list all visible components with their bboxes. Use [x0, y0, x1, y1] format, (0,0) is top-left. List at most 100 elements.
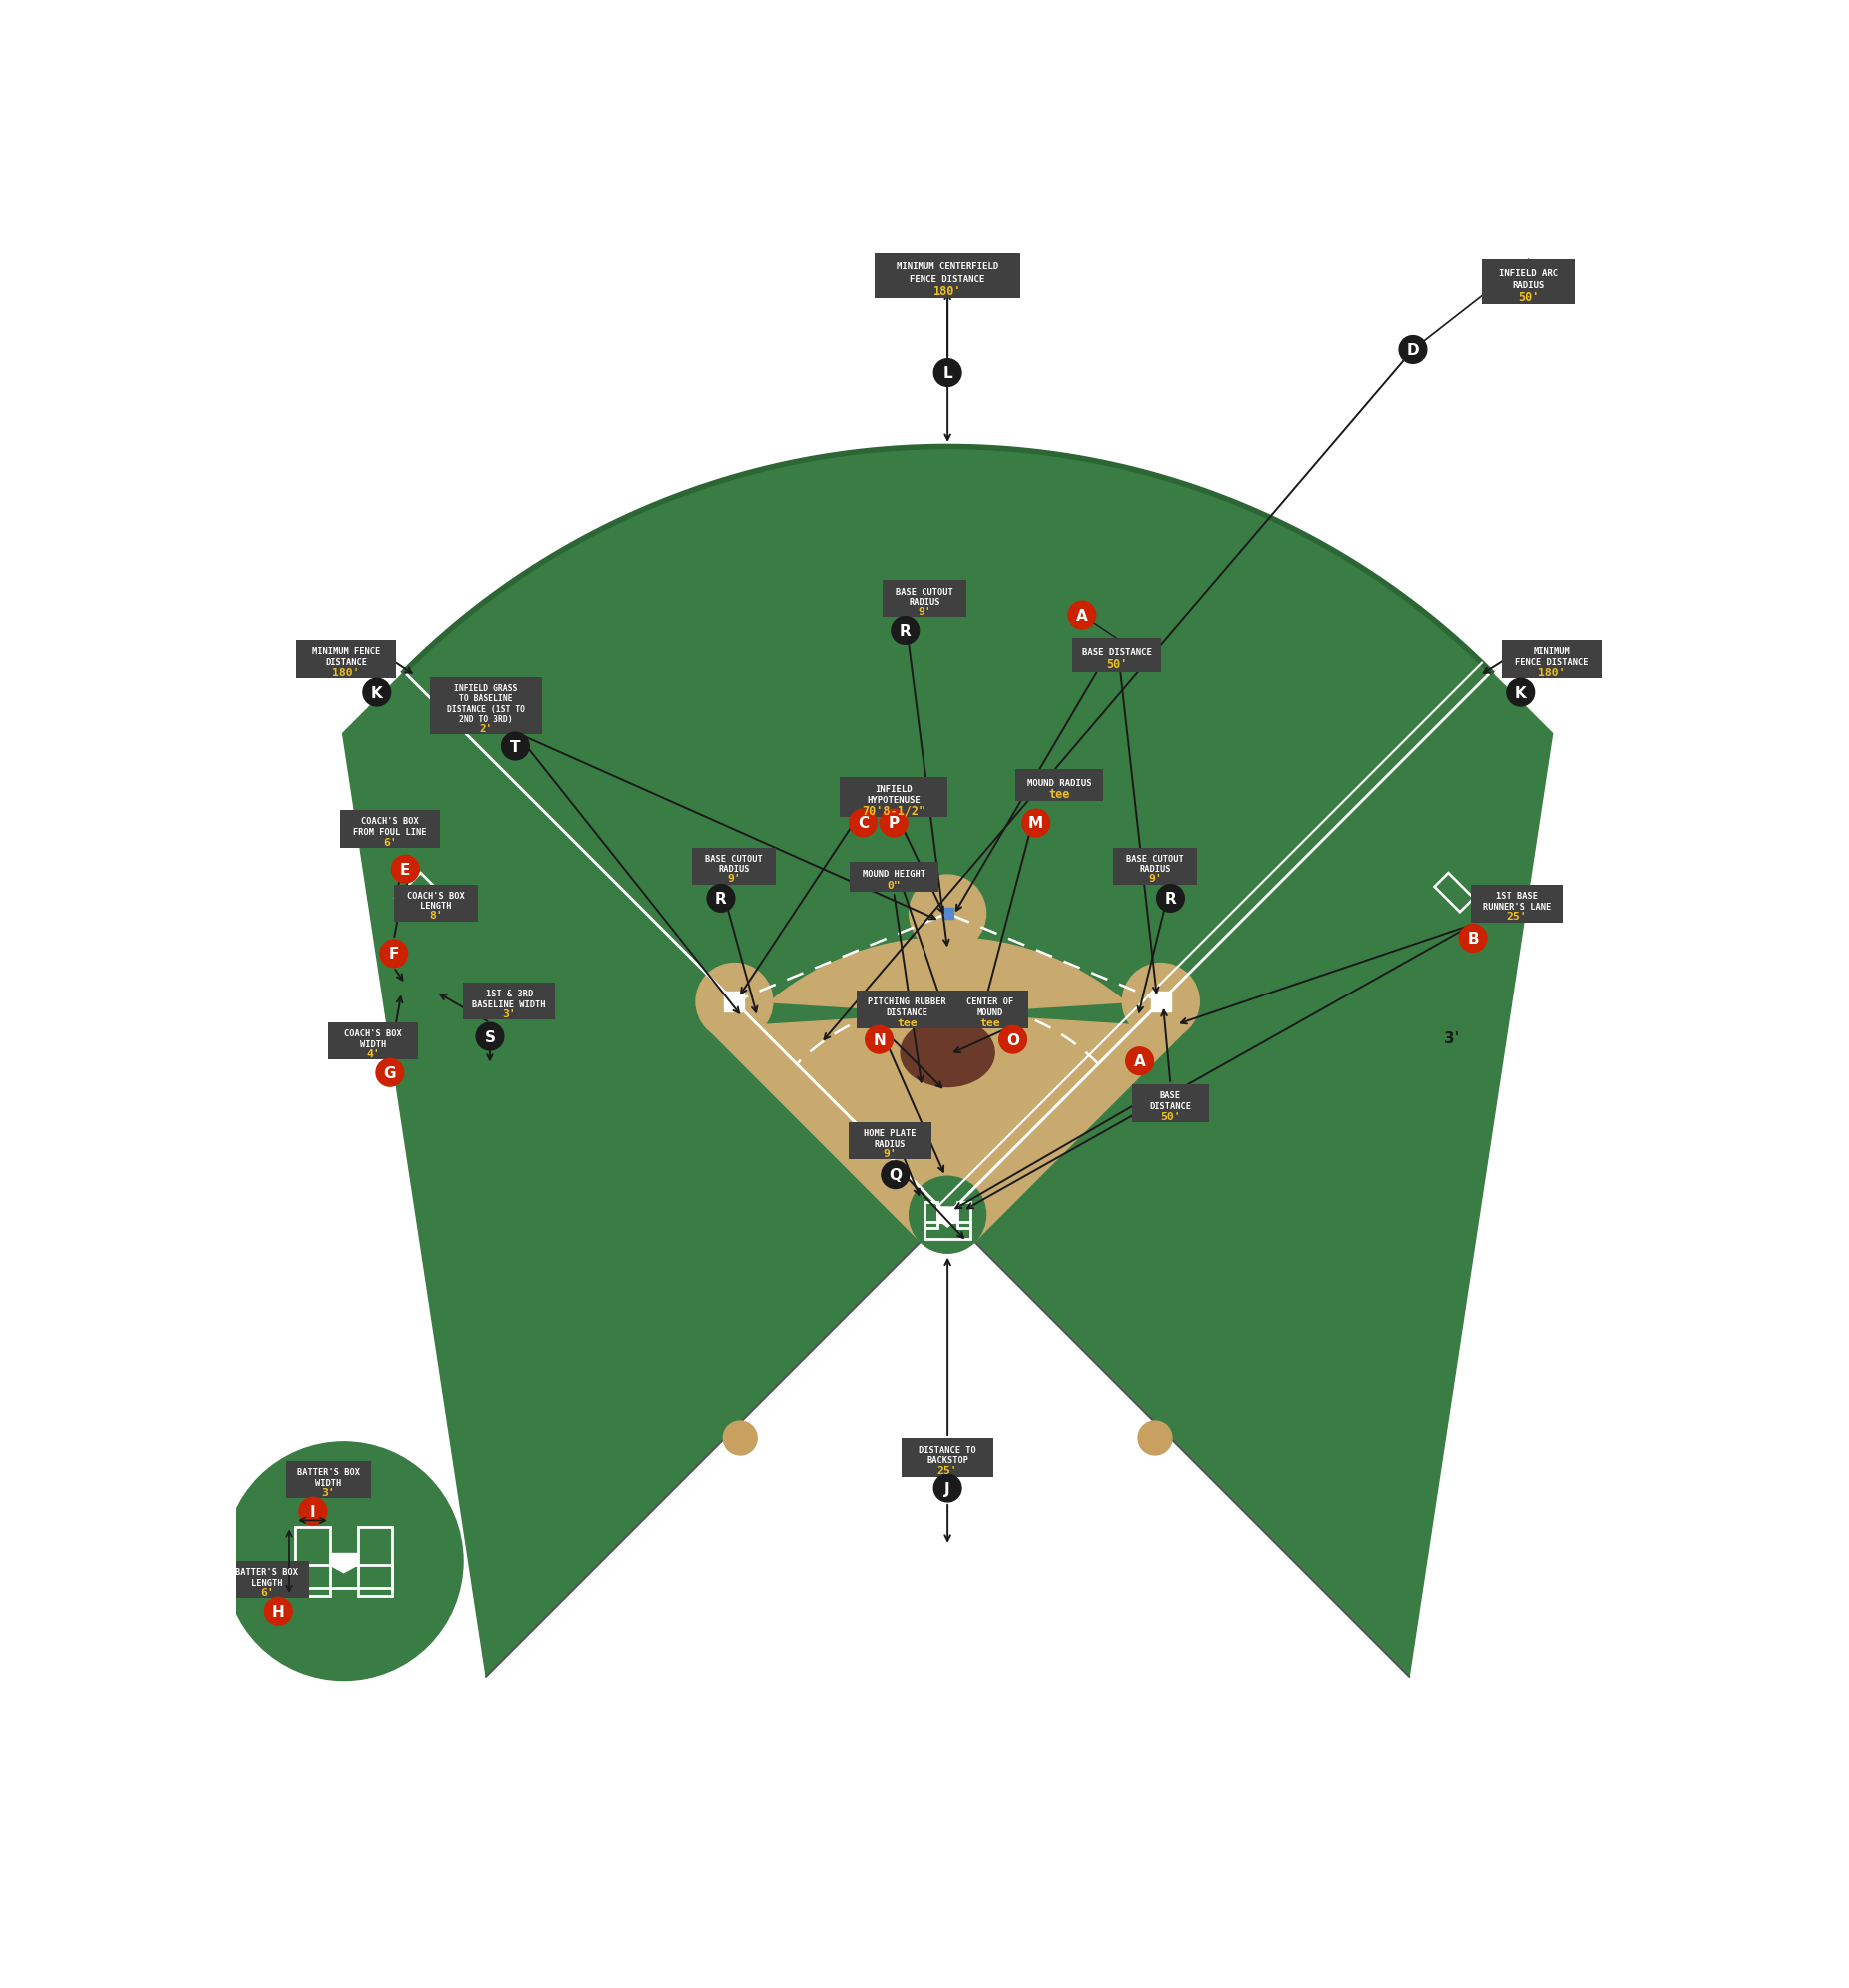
Text: B: B — [1468, 930, 1479, 946]
Text: 9': 9' — [884, 1149, 897, 1159]
Text: MINIMUM FENCE: MINIMUM FENCE — [312, 646, 379, 656]
Text: 50': 50' — [1106, 658, 1128, 670]
Circle shape — [1126, 1048, 1154, 1076]
Polygon shape — [947, 672, 1553, 1678]
Text: 25': 25' — [937, 1465, 958, 1475]
Text: L: L — [943, 366, 952, 380]
Circle shape — [392, 855, 420, 883]
Text: FENCE DISTANCE: FENCE DISTANCE — [1514, 658, 1588, 666]
Text: A: A — [1076, 608, 1089, 622]
Circle shape — [910, 1177, 986, 1254]
Bar — [958, 1203, 971, 1229]
Bar — [357, 1527, 392, 1596]
Text: BASE CUTOUT: BASE CUTOUT — [1126, 853, 1183, 863]
Text: BASE: BASE — [1161, 1091, 1182, 1099]
Text: DISTANCE TO: DISTANCE TO — [919, 1445, 976, 1453]
Circle shape — [998, 1026, 1026, 1054]
Text: RADIUS: RADIUS — [875, 1139, 906, 1149]
FancyBboxPatch shape — [224, 1563, 309, 1598]
FancyBboxPatch shape — [849, 1123, 932, 1161]
Bar — [943, 909, 952, 918]
Text: T: T — [510, 740, 520, 753]
Text: BACKSTOP: BACKSTOP — [926, 1455, 969, 1465]
FancyBboxPatch shape — [462, 984, 555, 1020]
Text: BASE DISTANCE: BASE DISTANCE — [1082, 648, 1152, 656]
Text: BATTER'S BOX: BATTER'S BOX — [296, 1467, 359, 1477]
Text: COACH'S BOX: COACH'S BOX — [361, 817, 418, 825]
Text: 3': 3' — [1444, 1032, 1459, 1046]
Text: 0": 0" — [888, 881, 900, 891]
Text: INFIELD GRASS: INFIELD GRASS — [455, 684, 518, 692]
Text: R: R — [899, 624, 912, 638]
Text: 6': 6' — [259, 1586, 274, 1596]
FancyBboxPatch shape — [692, 847, 777, 885]
Text: 2': 2' — [479, 724, 492, 734]
FancyBboxPatch shape — [1132, 1085, 1209, 1123]
Polygon shape — [329, 1555, 357, 1573]
FancyBboxPatch shape — [952, 990, 1028, 1030]
Text: N: N — [873, 1032, 886, 1048]
FancyBboxPatch shape — [839, 777, 947, 817]
Ellipse shape — [900, 1020, 995, 1087]
Text: RADIUS: RADIUS — [1139, 865, 1170, 873]
Circle shape — [910, 875, 986, 952]
Circle shape — [880, 809, 908, 837]
Circle shape — [865, 1026, 893, 1054]
Text: BASELINE WIDTH: BASELINE WIDTH — [471, 1000, 545, 1008]
Bar — [924, 1223, 971, 1241]
FancyBboxPatch shape — [1113, 847, 1198, 885]
Circle shape — [1139, 1421, 1172, 1455]
FancyBboxPatch shape — [296, 640, 396, 678]
Bar — [1152, 992, 1170, 1012]
Text: K: K — [370, 686, 383, 700]
Text: CENTER OF: CENTER OF — [967, 998, 1013, 1006]
Circle shape — [891, 616, 919, 644]
Text: 3': 3' — [503, 1008, 516, 1018]
Text: C: C — [858, 815, 869, 831]
Text: J: J — [945, 1481, 950, 1497]
Text: 9': 9' — [917, 606, 932, 616]
Text: 4': 4' — [366, 1050, 379, 1060]
Text: tee: tee — [1048, 787, 1071, 801]
Circle shape — [1022, 809, 1050, 837]
Text: R: R — [716, 891, 727, 907]
Text: FROM FOUL LINE: FROM FOUL LINE — [353, 827, 427, 837]
FancyBboxPatch shape — [1501, 640, 1601, 678]
Text: LENGTH: LENGTH — [251, 1578, 283, 1586]
FancyBboxPatch shape — [1483, 260, 1575, 304]
Text: K: K — [1514, 686, 1527, 700]
Circle shape — [300, 1497, 327, 1525]
Text: O: O — [1006, 1032, 1019, 1048]
Circle shape — [362, 678, 390, 706]
Text: MINIMUM CENTERFIELD: MINIMUM CENTERFIELD — [897, 262, 998, 270]
Text: BASE CUTOUT: BASE CUTOUT — [704, 853, 762, 863]
Circle shape — [501, 732, 529, 759]
Circle shape — [379, 940, 407, 968]
Text: HOME PLATE: HOME PLATE — [863, 1129, 915, 1139]
Text: 50': 50' — [1518, 290, 1540, 304]
Text: TO BASELINE: TO BASELINE — [459, 694, 512, 702]
FancyBboxPatch shape — [856, 990, 956, 1030]
Text: RADIUS: RADIUS — [910, 598, 941, 606]
FancyBboxPatch shape — [1472, 885, 1562, 922]
Text: 9': 9' — [1148, 873, 1163, 883]
Text: D: D — [1407, 342, 1420, 358]
FancyBboxPatch shape — [849, 861, 937, 893]
Text: PITCHING RUBBER: PITCHING RUBBER — [867, 998, 947, 1006]
Text: 70'8-1/2": 70'8-1/2" — [862, 803, 926, 817]
Circle shape — [695, 964, 773, 1040]
Polygon shape — [706, 938, 1189, 1254]
Circle shape — [1400, 336, 1427, 364]
Text: WIDTH: WIDTH — [359, 1040, 386, 1050]
Text: I: I — [311, 1505, 316, 1519]
FancyBboxPatch shape — [1015, 769, 1104, 801]
Circle shape — [1069, 602, 1096, 630]
Polygon shape — [403, 447, 1492, 1215]
Bar — [725, 992, 743, 1012]
Text: LENGTH: LENGTH — [420, 901, 451, 911]
FancyBboxPatch shape — [902, 1439, 993, 1477]
Circle shape — [1459, 924, 1487, 952]
Circle shape — [224, 1443, 462, 1682]
Bar — [924, 1203, 937, 1229]
Text: S: S — [484, 1030, 496, 1044]
